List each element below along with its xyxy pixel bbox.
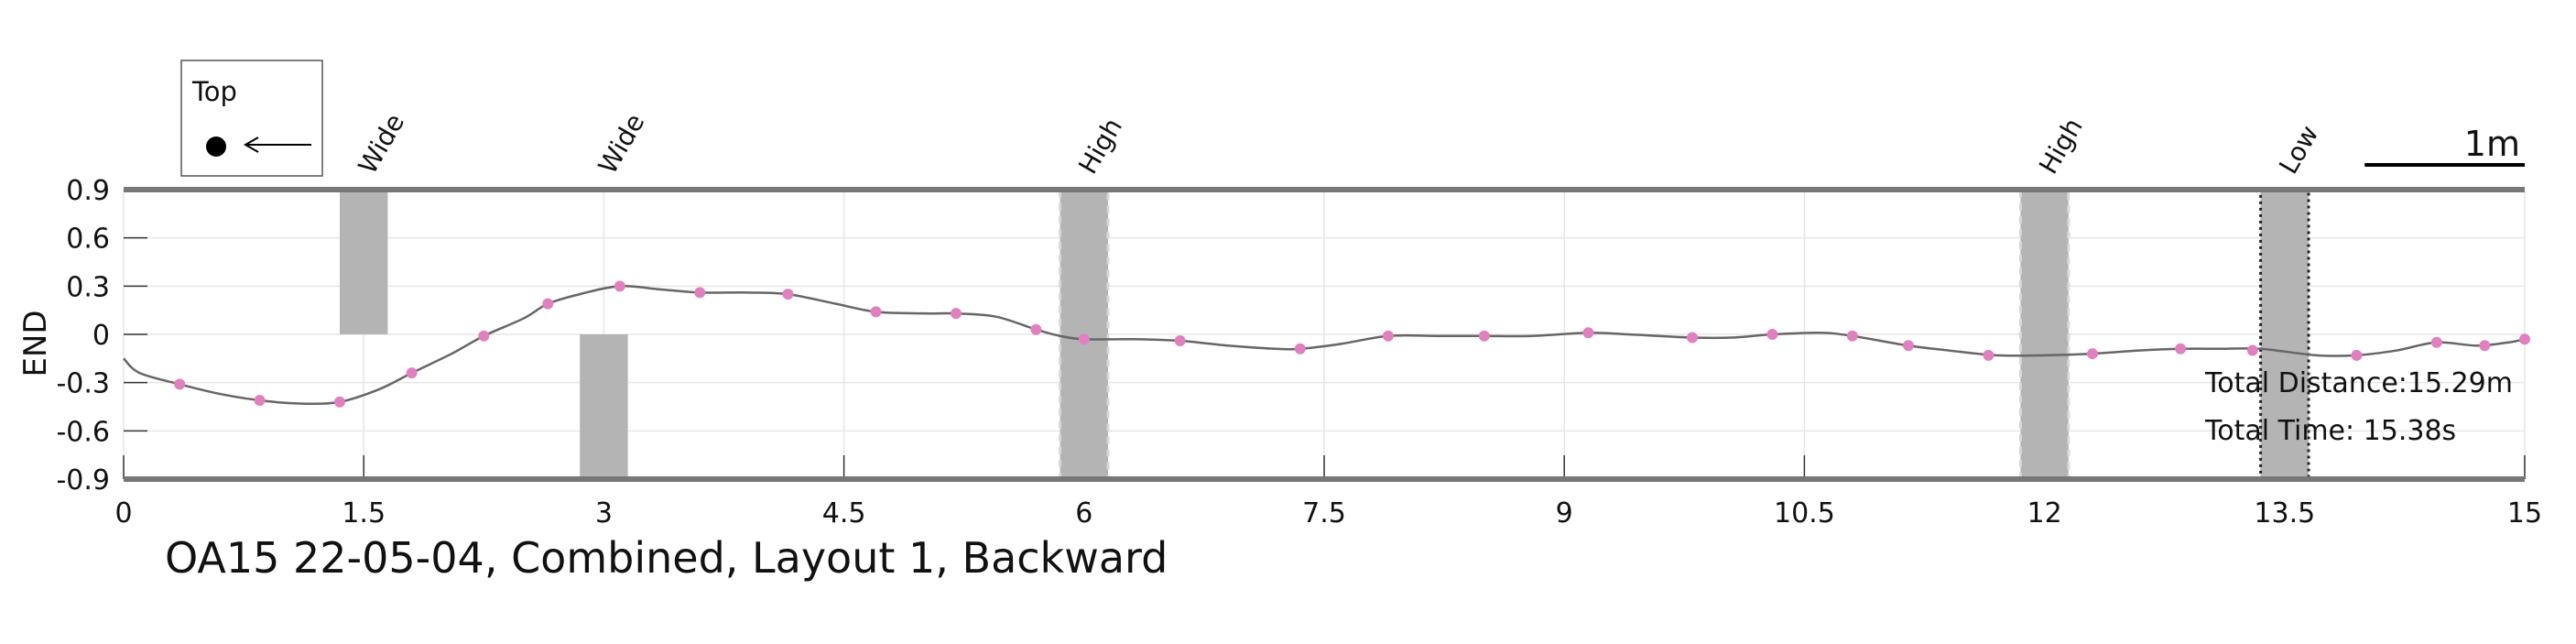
y-axis-label: END — [17, 310, 54, 377]
data-point — [542, 298, 554, 310]
y-tick-label: 0.9 — [66, 175, 110, 207]
data-point — [406, 367, 418, 379]
region-label: Wide — [353, 109, 411, 180]
legend: Top — [180, 60, 323, 177]
x-tick-label: 1.5 — [342, 497, 386, 529]
data-point — [1382, 330, 1394, 342]
data-point — [2479, 340, 2491, 352]
y-tick-labels: 0.9 0.6 0.3 0 -0.3 -0.6 -0.9 — [56, 175, 110, 497]
y-tick-label: 0.6 — [66, 224, 110, 256]
data-point — [1294, 343, 1306, 355]
x-tick-label: 4.5 — [822, 497, 866, 529]
data-point — [478, 330, 490, 342]
axes-frame — [124, 187, 2525, 482]
data-point — [174, 378, 186, 390]
x-tick-label: 15 — [2507, 497, 2542, 529]
region-labels: Wide Wide High High Low — [353, 109, 2325, 180]
y-tick-label: 0.3 — [66, 271, 110, 303]
legend-box — [180, 60, 323, 177]
x-tick-label: 10.5 — [1774, 497, 1835, 529]
region-bars — [339, 188, 2310, 481]
region-label: High — [1072, 113, 1128, 179]
data-point — [1983, 349, 1994, 361]
region-bar — [580, 334, 628, 479]
region-label: Wide — [592, 109, 651, 180]
x-tick-label: 3 — [595, 497, 613, 529]
data-point — [870, 306, 882, 318]
total-distance-annotation: Total Distance:15.29m — [2204, 367, 2513, 399]
data-point — [2519, 333, 2530, 345]
x-tick-label: 13.5 — [2254, 497, 2315, 529]
region-bar — [339, 190, 388, 334]
data-point — [1478, 330, 1490, 342]
data-point — [614, 280, 625, 292]
scale-bar-label: 1m — [2464, 124, 2520, 164]
series-markers — [174, 280, 2530, 408]
y-tick-label: -0.6 — [56, 416, 110, 448]
data-point — [1687, 332, 1699, 344]
data-point — [694, 287, 706, 299]
data-point — [1078, 333, 1090, 345]
data-point — [1846, 330, 1858, 342]
y-tick-label: 0 — [92, 320, 110, 352]
region-label: High — [2033, 113, 2089, 179]
data-point — [333, 396, 345, 408]
legend-label: Top — [191, 76, 237, 107]
legend-marker-icon — [206, 136, 226, 157]
x-tick-labels: 0 1.5 3 4.5 6 7.5 9 10.5 12 13.5 15 — [114, 497, 2542, 529]
data-point — [2087, 348, 2099, 360]
x-tick-label: 9 — [1556, 497, 1573, 529]
data-point — [782, 289, 794, 300]
data-point — [1030, 323, 1042, 335]
data-point — [2430, 336, 2442, 348]
x-tick-label: 7.5 — [1302, 497, 1346, 529]
y-tick-label: -0.9 — [56, 464, 110, 497]
data-point — [1766, 329, 1778, 340]
total-time-annotation: Total Time: 15.38s — [2204, 415, 2456, 447]
x-tick-label: 0 — [114, 497, 132, 529]
scale-bar: 1m — [2364, 124, 2525, 167]
data-point — [2351, 349, 2363, 361]
data-point — [2246, 344, 2258, 356]
chart-title: OA15 22-05-04, Combined, Layout 1, Backw… — [165, 533, 1168, 583]
data-point — [254, 394, 266, 406]
legend-arrowhead-icon — [243, 136, 259, 153]
data-point — [1903, 340, 1915, 352]
x-tick-label: 6 — [1075, 497, 1092, 529]
y-tick-label: -0.3 — [56, 368, 110, 400]
x-tick-label: 12 — [2027, 497, 2062, 529]
region-bar — [2018, 188, 2071, 481]
data-point — [950, 308, 962, 320]
data-point — [1174, 335, 1186, 347]
region-label: Low — [2273, 120, 2324, 179]
data-point — [2175, 343, 2187, 355]
data-point — [1582, 327, 1594, 339]
